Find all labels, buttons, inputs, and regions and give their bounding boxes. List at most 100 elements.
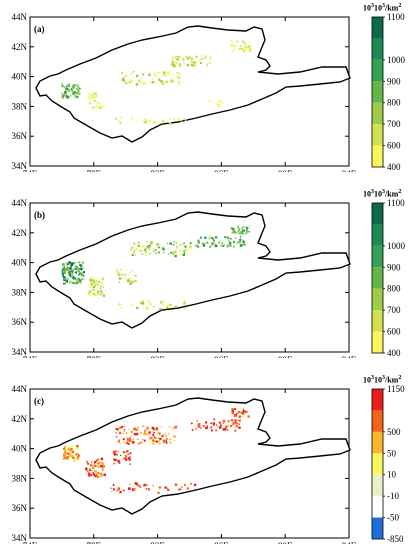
data-cell <box>169 441 172 444</box>
data-cell <box>78 454 80 457</box>
data-cell <box>166 306 168 309</box>
data-cell <box>214 244 218 248</box>
data-cell <box>138 251 140 253</box>
data-cell <box>152 439 155 442</box>
data-cell <box>222 244 225 247</box>
data-cell <box>175 305 178 309</box>
data-cell <box>72 269 75 271</box>
x-tick-label: 94E <box>342 355 357 358</box>
data-cells <box>61 225 251 311</box>
data-cell <box>116 269 119 272</box>
data-cell <box>119 443 121 445</box>
data-cell <box>74 281 77 284</box>
data-cell <box>157 491 160 494</box>
data-cell <box>246 46 248 48</box>
data-cell <box>89 102 91 105</box>
data-cell <box>173 251 176 254</box>
data-cell <box>117 459 120 463</box>
data-cell <box>142 425 145 428</box>
data-cell <box>161 248 164 251</box>
data-cell <box>118 277 122 280</box>
data-cell <box>169 118 171 120</box>
data-cell <box>62 94 64 97</box>
data-cell <box>122 489 125 492</box>
data-cell <box>95 94 98 97</box>
colorbar-tick-label: 1000 <box>387 241 406 251</box>
data-cell <box>94 92 97 94</box>
data-cell <box>93 464 96 467</box>
data-cell <box>165 72 168 75</box>
data-cell <box>69 454 72 457</box>
map-svg-b: 74E 78E 82E 86E 90E 94E 44N 42N 40N 38N 36N 34N (b)… <box>12 198 406 358</box>
data-cell <box>232 230 235 233</box>
data-cell <box>69 261 73 265</box>
data-cell <box>232 408 235 411</box>
data-cell <box>94 92 96 95</box>
data-cell <box>190 63 194 67</box>
data-cell <box>123 457 126 460</box>
data-cell <box>237 420 239 422</box>
data-cell <box>94 283 97 287</box>
data-cell <box>185 56 188 59</box>
data-cell <box>206 64 209 67</box>
data-cell <box>76 83 78 86</box>
data-cell <box>146 245 149 249</box>
data-cell <box>249 225 251 227</box>
data-cell <box>76 445 79 448</box>
data-cell <box>73 93 76 95</box>
data-cell <box>100 294 102 296</box>
data-cell <box>91 280 94 282</box>
data-cell <box>82 261 85 264</box>
data-cell <box>92 106 95 109</box>
data-cell <box>147 306 149 308</box>
data-cell <box>191 60 194 64</box>
data-cell <box>130 435 133 437</box>
data-cell <box>178 77 181 80</box>
data-cell <box>183 302 186 305</box>
data-cell <box>148 119 151 123</box>
data-cell <box>131 254 134 256</box>
data-cell <box>210 422 212 424</box>
data-cell <box>225 425 228 429</box>
data-cell <box>139 442 141 444</box>
data-cell <box>64 283 66 285</box>
data-cell <box>189 245 192 249</box>
data-cell <box>238 232 241 235</box>
data-cell <box>211 428 213 430</box>
x-tick-label: 86E <box>214 169 229 172</box>
data-cell <box>230 419 233 422</box>
data-cell <box>91 277 94 280</box>
data-cell <box>153 435 155 437</box>
data-cell <box>67 96 70 99</box>
data-cell <box>64 86 66 88</box>
data-cell <box>79 264 83 268</box>
y-tick-label: 34N <box>12 347 28 357</box>
data-cell <box>92 96 94 99</box>
data-cell <box>172 251 174 253</box>
data-cell <box>100 283 102 285</box>
data-cell <box>146 427 149 430</box>
data-cell <box>177 76 179 78</box>
data-cell <box>72 92 76 95</box>
data-cell <box>163 439 165 441</box>
data-cell <box>143 483 146 487</box>
data-cell <box>160 301 162 304</box>
data-cell <box>146 119 148 121</box>
data-cell <box>148 434 150 436</box>
data-cell <box>137 308 139 310</box>
data-cell <box>171 80 174 83</box>
data-cell <box>92 465 94 467</box>
data-cell <box>231 40 233 42</box>
data-cell <box>229 424 232 427</box>
data-cell <box>179 488 182 491</box>
data-cell <box>163 73 166 76</box>
data-cell <box>174 56 177 58</box>
data-cell <box>159 442 161 445</box>
data-cell <box>177 118 180 121</box>
map-frame <box>29 388 350 539</box>
data-cell <box>209 56 212 60</box>
data-cell <box>92 279 95 281</box>
data-cell <box>235 425 238 428</box>
data-cell <box>167 488 170 491</box>
data-cell <box>152 81 155 84</box>
